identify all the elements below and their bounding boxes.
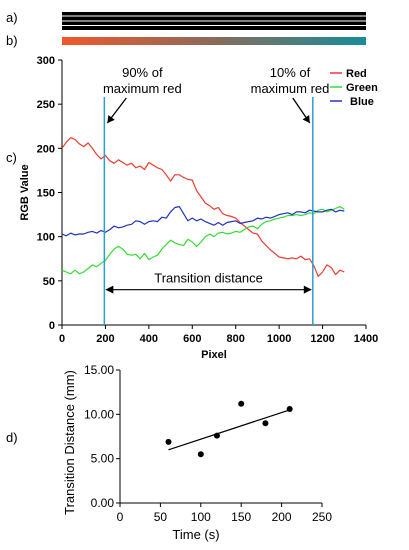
rgb-chart-x-tick-label: 400 [140, 333, 158, 345]
panel-label-d: d) [6, 430, 18, 445]
scatter-chart-x-tick-label: 100 [191, 510, 211, 524]
scatter-chart-ticks: 0.00 5.00 10.00 15.00 0 50 100 150 200 250 [84, 363, 332, 524]
rgb-chart-xlabel: Pixel [201, 349, 227, 361]
scatter-trendline [168, 409, 290, 451]
rgb-chart-x-tick-label: 200 [96, 333, 114, 345]
scatter-chart-y-tick-label: 5.00 [91, 452, 115, 466]
scatter-point [238, 400, 245, 407]
rgb-chart-x-tick-label: 800 [227, 333, 245, 345]
marker-annotation-text: 90% of [122, 65, 163, 80]
scatter-chart-x-tick-label: 50 [154, 510, 168, 524]
scatter-chart-x-tick-label: 150 [231, 510, 251, 524]
rgb-chart-ticks: 0 50 100 150 200 250 300 0 200 400 600 800 1000 1200 1… [37, 55, 379, 345]
scatter-points [165, 400, 293, 458]
panel-label-c: c) [6, 150, 17, 165]
transition-arrow-head-right [303, 285, 312, 294]
scatter-chart-x-tick-label: 0 [117, 510, 124, 524]
series-line-red [61, 137, 345, 277]
legend-label-blue: Blue [350, 96, 374, 108]
scatter-point [262, 420, 269, 427]
series-line-green [61, 206, 345, 275]
rgb-chart-y-tick-label: 250 [37, 99, 55, 111]
scatter-point [197, 451, 204, 458]
rgb-chart-ylabel: RGB Value [19, 164, 31, 220]
rgb-chart-y-tick-label: 150 [37, 188, 55, 200]
scatter-chart-y-tick-label: 0.00 [91, 496, 115, 510]
scatter-point [213, 432, 220, 439]
scatter-point [165, 438, 172, 445]
scatter-chart-y-tick-label: 15.00 [84, 363, 114, 377]
gradient-bar [62, 37, 366, 45]
marker-annotation-text: 10% of [270, 65, 311, 80]
transition-distance-label: Transition distance [154, 271, 263, 286]
scatter-chart-x-tick-label: 250 [312, 510, 332, 524]
stripe-bar [62, 12, 366, 30]
scatter-chart-y-tick-label: 10.00 [84, 407, 114, 421]
scatter-chart-ylabel: Transition Distance (mm) [62, 370, 77, 515]
rgb-chart-y-tick-label: 100 [37, 232, 55, 244]
marker-annotation-text: maximum red [103, 81, 182, 96]
marker-annotation-text: maximum red [251, 81, 330, 96]
rgb-chart-y-tick-label: 300 [37, 55, 55, 67]
rgb-chart-y-tick-label: 200 [37, 143, 55, 155]
scatter-chart: 0.00 5.00 10.00 15.00 0 50 100 150 200 250 Transi… [62, 363, 332, 542]
rgb-line-chart: 0 50 100 150 200 250 300 0 200 400 600 800 1000 1200 1… [19, 55, 378, 361]
rgb-chart-x-tick-label: 1000 [267, 333, 291, 345]
scatter-chart-xlabel: Time (s) [172, 527, 219, 542]
scatter-point [286, 406, 293, 413]
panel-label-a: a) [6, 10, 18, 25]
rgb-chart-y-tick-label: 0 [49, 320, 55, 332]
marker-arrow-left-head [107, 115, 115, 123]
rgb-chart-x-tick-label: 0 [59, 333, 65, 345]
transition-arrow-head-left [105, 285, 114, 294]
rgb-chart-series [61, 137, 345, 277]
rgb-chart-legend: Red Green Blue [330, 68, 378, 108]
legend-label-green: Green [346, 82, 378, 94]
rgb-chart-x-tick-label: 1200 [310, 333, 334, 345]
legend-label-red: Red [346, 68, 367, 80]
scatter-chart-x-tick-label: 200 [272, 510, 292, 524]
rgb-chart-x-tick-label: 600 [183, 333, 201, 345]
rgb-chart-x-tick-label: 1400 [354, 333, 378, 345]
scatter-trendline-group [168, 409, 290, 451]
marker-arrow-right-head [302, 114, 310, 123]
panel-label-b: b) [6, 33, 18, 48]
series-line-blue [61, 206, 345, 237]
scatter-chart-axes [119, 370, 322, 504]
rgb-chart-y-tick-label: 50 [43, 276, 55, 288]
